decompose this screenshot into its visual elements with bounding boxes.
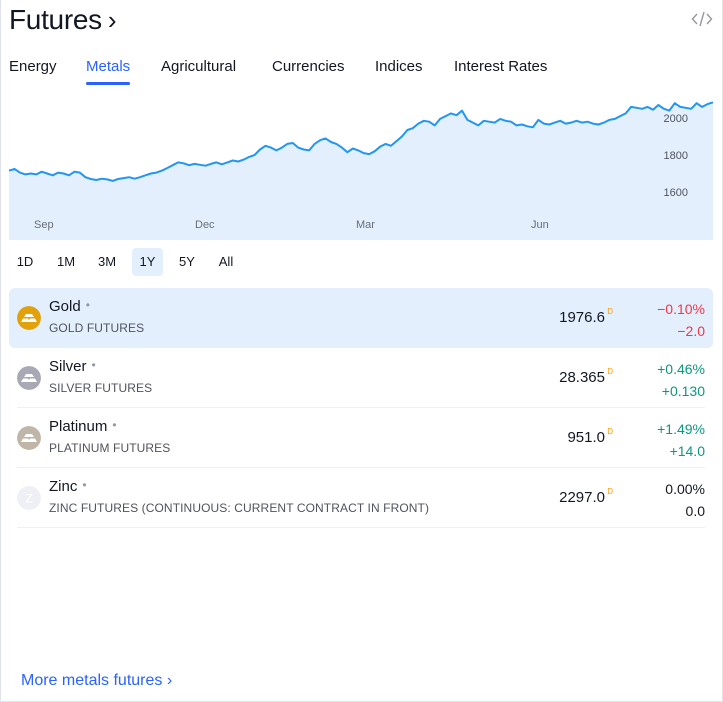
delayed-flag: D bbox=[607, 427, 613, 436]
instrument-description: PLATINUM FUTURES bbox=[49, 441, 171, 455]
list-item-zinc[interactable]: Z Zinc • ZINC FUTURES (CONTINUOUS: CURREN… bbox=[9, 468, 713, 528]
instrument-name: Silver bbox=[49, 358, 87, 375]
last-price: 1976.6 bbox=[559, 309, 605, 326]
instrument-name: Zinc bbox=[49, 478, 78, 495]
silver-bars-icon bbox=[17, 366, 41, 390]
row-divider bbox=[17, 407, 705, 408]
instrument-name: Gold bbox=[49, 298, 81, 315]
market-status-dot: • bbox=[85, 298, 90, 312]
y-tick-label: 1600 bbox=[664, 187, 688, 199]
instrument-description: GOLD FUTURES bbox=[49, 321, 145, 335]
gold-bars-icon bbox=[17, 306, 41, 330]
market-status-dot: • bbox=[82, 478, 87, 492]
last-price: 951.0 bbox=[567, 429, 605, 446]
x-tick-label: Mar bbox=[356, 219, 375, 231]
instrument-name: Platinum bbox=[49, 418, 108, 435]
change-absolute: −2.0 bbox=[677, 323, 705, 339]
list-item-gold[interactable]: Gold • GOLD FUTURES 1976.6 D −0.10% −2.0 bbox=[9, 288, 713, 348]
delayed-flag: D bbox=[607, 307, 613, 316]
range-5y[interactable]: 5Y bbox=[179, 254, 195, 269]
change-absolute: +14.0 bbox=[669, 443, 705, 459]
price-area-fill bbox=[9, 102, 713, 240]
row-divider bbox=[17, 467, 705, 468]
change-absolute: 0.0 bbox=[685, 503, 705, 519]
x-tick-label: Sep bbox=[34, 219, 54, 231]
range-all[interactable]: All bbox=[218, 254, 234, 269]
y-tick-label: 1800 bbox=[664, 150, 688, 162]
tab-metals[interactable]: Metals bbox=[86, 56, 131, 85]
last-price: 2297.0 bbox=[559, 489, 605, 506]
svg-text:Z: Z bbox=[25, 492, 32, 506]
delayed-flag: D bbox=[607, 367, 613, 376]
zinc-letter-icon: Z bbox=[17, 486, 41, 510]
x-tick-label: Dec bbox=[195, 219, 215, 231]
change-percent: 0.00% bbox=[665, 481, 705, 497]
range-1m[interactable]: 1M bbox=[56, 254, 76, 269]
price-chart[interactable]: 1600 1800 2000 Sep Dec Mar Jun bbox=[9, 100, 713, 240]
range-1y[interactable]: 1Y bbox=[132, 248, 163, 276]
change-absolute: +0.130 bbox=[661, 383, 705, 399]
market-status-dot: • bbox=[112, 418, 117, 432]
change-percent: +1.49% bbox=[657, 421, 705, 437]
chevron-right-icon: › bbox=[107, 5, 117, 35]
page-title[interactable]: Futures › bbox=[9, 4, 117, 35]
range-1d[interactable]: 1D bbox=[16, 254, 34, 269]
instrument-description: SILVER FUTURES bbox=[49, 381, 153, 395]
price-line bbox=[9, 101, 713, 182]
delayed-flag: D bbox=[607, 487, 613, 496]
tab-indices[interactable]: Indices bbox=[375, 58, 423, 75]
y-tick-label: 2000 bbox=[664, 113, 688, 125]
futures-list: Gold • GOLD FUTURES 1976.6 D −0.10% −2.0 S… bbox=[9, 288, 713, 528]
tab-currencies[interactable]: Currencies bbox=[272, 58, 345, 75]
instrument-description: ZINC FUTURES (CONTINUOUS: CURRENT CONTRA… bbox=[49, 501, 430, 515]
change-percent: +0.46% bbox=[657, 361, 705, 377]
row-divider bbox=[17, 527, 705, 528]
platinum-bars-icon bbox=[17, 426, 41, 450]
tab-agricultural[interactable]: Agricultural bbox=[161, 58, 237, 75]
tab-energy[interactable]: Energy bbox=[9, 58, 57, 75]
price-chart-svg: 1600 1800 2000 Sep Dec Mar Jun bbox=[9, 100, 713, 240]
code-embed-icon[interactable] bbox=[691, 10, 713, 28]
range-3m[interactable]: 3M bbox=[97, 254, 117, 269]
market-status-dot: • bbox=[91, 358, 96, 372]
last-price: 28.365 bbox=[559, 369, 605, 386]
x-tick-label: Jun bbox=[531, 219, 549, 231]
more-metals-futures-link[interactable]: More metals futures › bbox=[21, 672, 173, 689]
list-item-silver[interactable]: Silver • SILVER FUTURES 28.365 D +0.46% +0… bbox=[9, 348, 713, 408]
tab-interest-rates[interactable]: Interest Rates bbox=[454, 58, 548, 75]
list-item-platinum[interactable]: Platinum • PLATINUM FUTURES 951.0 D +1.49%… bbox=[9, 408, 713, 468]
change-percent: −0.10% bbox=[657, 301, 705, 317]
